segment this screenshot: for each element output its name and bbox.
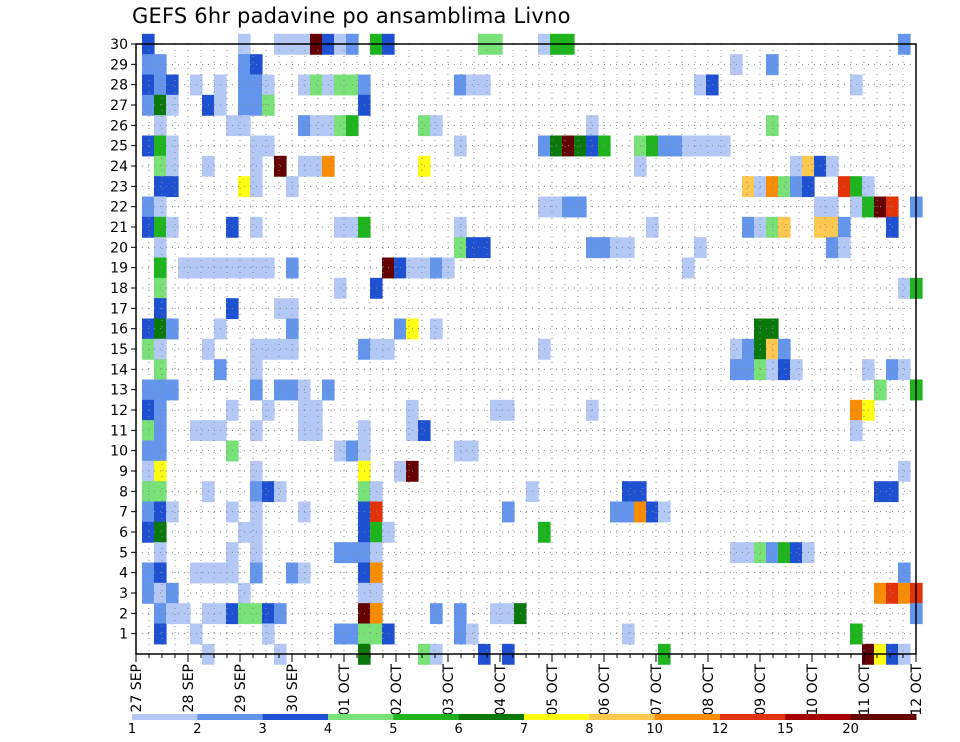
y-tick-label: 11 (110, 423, 128, 439)
x-tick-label: 07 OCT (649, 664, 665, 716)
x-tick-label: 08 OCT (701, 664, 717, 716)
colorbar-swatch (524, 714, 590, 720)
colorbar-swatch (785, 714, 852, 720)
y-tick-label: 22 (110, 200, 128, 216)
x-tick-label: 09 OCT (753, 664, 769, 716)
colorbar-label: 10 (646, 722, 663, 737)
x-tick-label: 02 OCT (389, 664, 405, 716)
x-tick-label: 06 OCT (597, 664, 613, 716)
y-tick-label: 24 (110, 159, 128, 175)
x-tick-label: 10 OCT (805, 664, 821, 716)
x-tick-label: 29 SEP (233, 664, 249, 712)
colorbar: 1 2 3 4 5 6 7 8 10 12 15 20 (128, 714, 917, 737)
colorbar-label: 8 (585, 722, 593, 737)
colorbar-label: 20 (842, 722, 859, 737)
y-tick-label: 1 (119, 627, 128, 643)
y-tick-label: 16 (110, 322, 128, 338)
y-tick-label: 14 (110, 362, 128, 378)
y-tick-label: 3 (119, 586, 128, 602)
y-tick-label: 15 (110, 342, 128, 358)
y-tick-label: 13 (110, 383, 128, 399)
x-tick-label: 05 OCT (545, 664, 561, 716)
x-tick-label: 03 OCT (441, 664, 457, 716)
y-tick-label: 2 (119, 606, 128, 622)
colorbar-swatch (458, 714, 525, 720)
colorbar-label: 3 (259, 722, 267, 737)
y-tick-label: 6 (119, 525, 128, 541)
colorbar-label: 5 (389, 722, 397, 737)
y-tick-label: 20 (110, 240, 128, 256)
colorbar-swatch (393, 714, 460, 720)
y-tick-label: 12 (110, 403, 128, 419)
x-tick-label: 01 OCT (337, 664, 353, 716)
colorbar-swatch (262, 714, 329, 720)
colorbar-swatch (132, 714, 198, 720)
y-tick-label: 19 (110, 261, 128, 277)
y-tick-label: 30 (110, 37, 128, 53)
colorbar-label: 12 (712, 722, 729, 737)
colorbar-swatch (197, 714, 264, 720)
chart-title: GEFS 6hr padavine po ansamblima Livno (132, 4, 571, 28)
x-tick-label: 28 SEP (181, 664, 197, 712)
y-tick-label: 21 (110, 220, 128, 236)
y-tick-label: 23 (110, 179, 128, 195)
y-tick-label: 8 (119, 484, 128, 500)
colorbar-swatch (654, 714, 721, 720)
x-tick-label: 04 OCT (493, 664, 509, 716)
colorbar-label: 6 (455, 722, 463, 737)
y-tick-label: 7 (119, 505, 128, 521)
y-tick-label: 27 (110, 98, 128, 114)
x-tick-label: 11 OCT (857, 664, 873, 716)
colorbar-label: 1 (128, 722, 136, 737)
x-tick-label: 12 OCT (909, 664, 925, 716)
colorbar-label: 15 (777, 722, 794, 737)
y-axis: 1234567891011121314151617181920212223242… (110, 37, 136, 643)
x-tick-label: 27 SEP (129, 664, 145, 712)
x-axis: 27 SEP 28 SEP 29 SEP 30 SEP 01 OCT 02 OCT 03 O… (129, 654, 925, 716)
colorbar-label: 2 (193, 722, 201, 737)
x-tick-label: 30 SEP (285, 664, 301, 712)
y-tick-label: 29 (110, 57, 128, 73)
colorbar-label: 7 (520, 722, 528, 737)
y-tick-label: 25 (110, 139, 128, 155)
y-tick-label: 17 (110, 301, 128, 317)
colorbar-swatch (720, 714, 786, 720)
y-tick-label: 26 (110, 118, 128, 134)
y-tick-label: 10 (110, 444, 128, 460)
y-tick-label: 18 (110, 281, 128, 297)
y-tick-label: 5 (119, 545, 128, 561)
colorbar-swatch (328, 714, 394, 720)
y-tick-label: 28 (110, 78, 128, 94)
y-tick-label: 4 (119, 566, 128, 582)
colorbar-swatch (589, 714, 656, 720)
y-tick-label: 9 (119, 464, 128, 480)
colorbar-swatch (850, 714, 917, 720)
colorbar-label: 4 (324, 722, 332, 737)
